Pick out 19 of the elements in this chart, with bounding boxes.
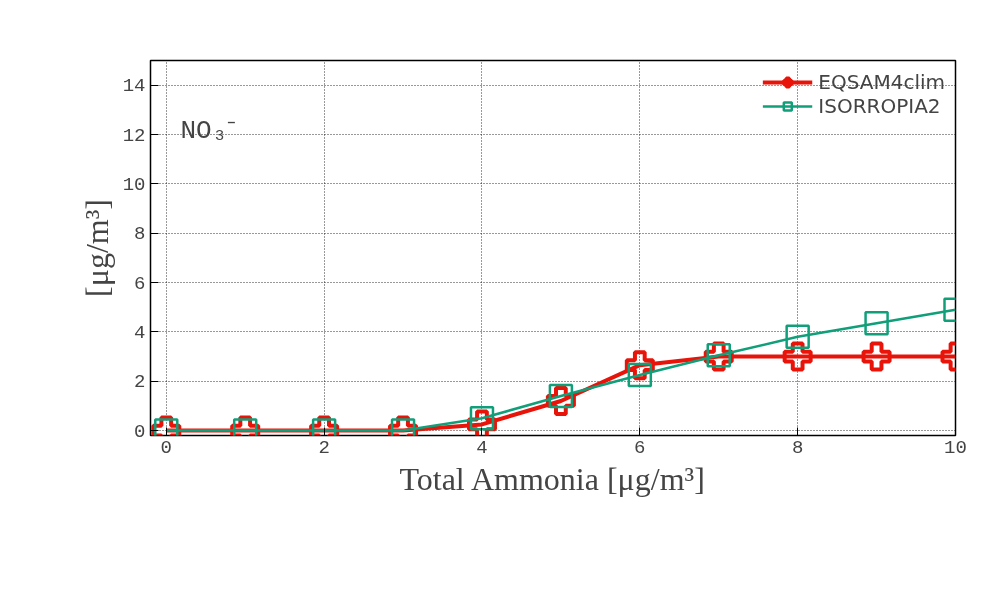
legend-label: EQSAM4clim (818, 70, 945, 94)
legend-label: ISORROPIA2 (818, 94, 941, 118)
x-tick-label: 10 (944, 436, 967, 459)
x-axis-title: Total Ammonia [μg/m³] (399, 460, 705, 497)
x-tick-label: 8 (791, 436, 804, 459)
y-tick-label: 14 (122, 75, 146, 98)
y-axis-title: [μg/m³] (78, 199, 115, 297)
y-tick-label: 4 (134, 321, 146, 344)
y-tick-label: 2 (134, 371, 146, 394)
x-tick-label: 2 (318, 436, 330, 459)
y-tick-label: 10 (122, 173, 146, 196)
x-tick-label: 4 (476, 436, 488, 459)
y-tick-label: 8 (134, 223, 146, 246)
x-tick-label: 0 (160, 436, 172, 459)
annotation: NO₃⁻ (180, 115, 237, 146)
x-tick-label: 6 (634, 436, 646, 459)
y-tick-label: 0 (134, 420, 146, 443)
y-tick-label: 12 (122, 124, 146, 147)
y-tick-label: 6 (134, 272, 146, 295)
